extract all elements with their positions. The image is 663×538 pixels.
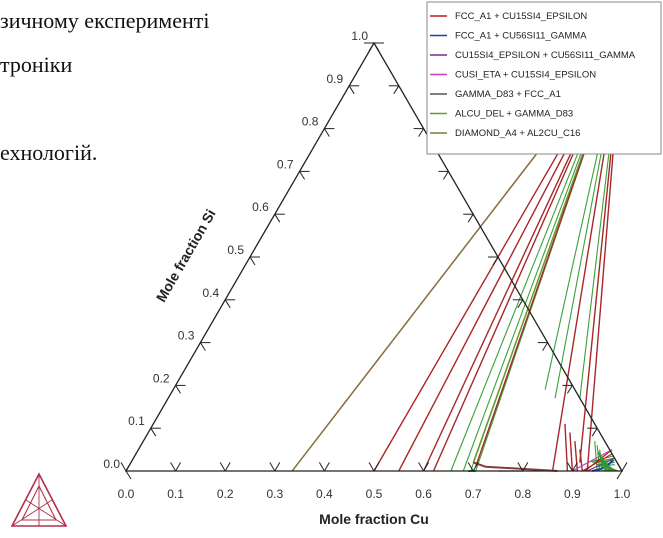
document-line-2: троніки [0,52,73,77]
si-tick-mark-b-5 [249,256,256,266]
series-2-tieline-0 [587,457,615,472]
si-tick-label-5: 0.5 [227,243,244,257]
cu-tick-mark-b-10 [616,462,623,472]
cu-tick-mark-b-5 [368,462,375,472]
legend-label-1: FCC_A1 + CU56SI11_GAMMA [455,31,587,42]
si-tick-label-4: 0.4 [203,286,220,300]
right-tick-mark-b-9 [393,85,400,95]
si-tick-mark-b-10 [373,42,380,52]
cu-tick-label-7: 0.7 [465,487,482,501]
red-tieline-11 [569,432,574,472]
region-boundary-0 [472,461,558,472]
si-tick-label-8: 0.8 [302,115,319,129]
series-0-tieline-1 [584,449,613,472]
cu-tick-mark-2 [224,462,231,472]
right-tick-mark-b-8 [418,128,425,137]
si-tick-label-10: 1.0 [351,29,368,43]
si-tick-label-7: 0.7 [277,157,294,171]
right-tick-mark-b-10 [368,42,375,52]
si-tick-label-6: 0.6 [252,200,269,214]
cu-tick-label-9: 0.9 [564,487,581,501]
si-tick-mark-b-8 [323,128,330,137]
legend-label-5: ALCU_DEL + GAMMA_D83 [455,109,573,120]
series-0-tieline-0 [582,453,613,472]
cu-tick-label-2: 0.2 [217,487,234,501]
si-tick-mark-b-3 [199,342,206,351]
cu-tick-label-5: 0.5 [366,487,383,501]
cu-tick-mark-b-0 [120,462,127,472]
cu-tick-mark-8 [522,462,529,472]
si-tick-mark-b-1 [150,427,157,437]
red-tieline-9 [579,449,584,472]
right-tick-mark-b-0 [616,470,623,480]
document-line-3: ехнологій. [0,140,98,165]
si-tick-mark-b-7 [299,171,306,180]
x-axis-title: Mole fraction Cu [319,511,429,527]
cu-tick-mark-7 [472,462,479,472]
si-tick-mark-b-6 [274,213,281,223]
cu-tick-mark-b-6 [418,462,425,472]
legend-label-3: CUSI_ETA + CU15SI4_EPSILON [455,70,596,81]
cu-tick-mark-0 [125,462,132,472]
legend-box [426,1,662,155]
legend-label-4: GAMMA_D83 + FCC_A1 [455,89,561,100]
cu-tick-mark-b-1 [170,462,177,472]
red-tieline-10 [574,440,579,472]
si-tick-label-1: 0.1 [128,414,145,428]
cu-tick-label-3: 0.3 [266,487,283,501]
cu-tick-mark-5 [373,462,380,472]
si-tick-label-2: 0.2 [153,371,170,385]
si-tick-label-3: 0.3 [178,329,195,343]
cu-tick-mark-6 [423,462,430,472]
cu-tick-mark-3 [274,462,281,472]
cu-tick-label-6: 0.6 [415,487,432,501]
si-tick-mark-b-2 [175,385,182,394]
cu-tick-label-8: 0.8 [514,487,531,501]
legend-label-2: CU15SI4_EPSILON + CU56SI11_GAMMA [455,50,636,61]
si-tick-mark-b-9 [348,85,355,95]
document-line-1: зичному експерименті [0,8,210,33]
thermo-calc-logo [10,472,68,527]
si-tick-label-9: 0.9 [327,72,344,86]
si-tick-mark-b-0 [125,470,132,480]
cu-tick-mark-b-3 [269,462,276,472]
cu-tick-mark-b-7 [467,462,474,472]
cu-tick-label-4: 0.4 [316,487,333,501]
right-tick-mark-b-4 [517,299,524,309]
right-tick-mark-b-3 [542,342,549,351]
cu-tick-mark-b-9 [566,462,573,472]
si-tick-mark-b-4 [224,299,231,309]
cu-tick-mark-b-8 [517,462,524,472]
right-tick-mark-b-6 [467,213,474,223]
right-tick-mark-b-2 [566,385,573,394]
cu-tick-mark-10 [621,462,628,472]
cu-tick-mark-b-2 [219,462,226,472]
red-tieline-12 [564,423,569,472]
cu-tick-mark-b-4 [318,462,325,472]
cu-tick-mark-1 [175,462,182,472]
series-3-tieline-0 [572,449,613,472]
green-tieline-13 [596,445,601,472]
cu-tick-mark-4 [323,462,330,472]
right-tick-mark-b-5 [492,256,499,266]
cu-tick-label-0: 0.0 [118,487,135,501]
legend-label-6: DIAMOND_A4 + AL2CU_C16 [455,128,580,139]
cu-tick-label-10: 1.0 [614,487,631,501]
right-tick-mark-b-7 [442,171,449,180]
si-tick-label-0: 0.0 [103,457,120,471]
cu-tick-mark-9 [571,462,578,472]
cu-tick-label-1: 0.1 [167,487,184,501]
right-tick-mark-b-1 [591,427,598,437]
legend-label-0: FCC_A1 + CU15SI4_EPSILON [455,11,587,22]
